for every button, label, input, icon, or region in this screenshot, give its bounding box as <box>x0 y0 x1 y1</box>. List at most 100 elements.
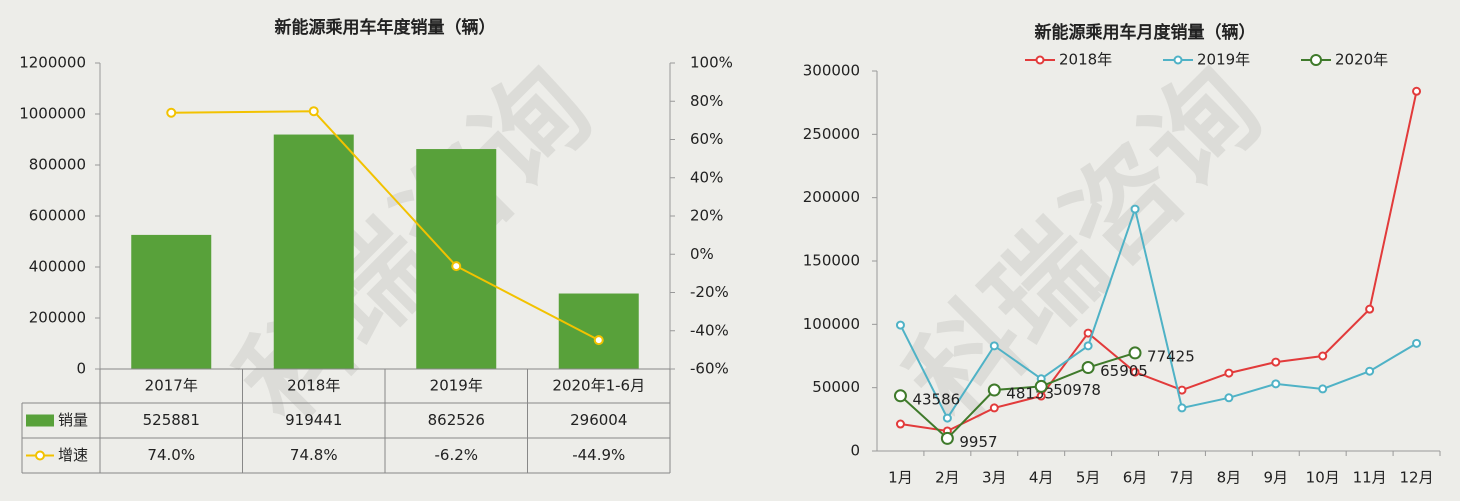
y-tick-label: 100000 <box>803 315 860 333</box>
chart-title: 新能源乘用车年度销量（辆） <box>275 17 496 38</box>
legend-swatch <box>26 414 54 427</box>
line-marker <box>989 341 999 351</box>
x-tick-label: 6月 <box>1123 469 1148 487</box>
line-marker <box>895 320 905 330</box>
y2-tick-label: 40% <box>690 168 723 186</box>
line-marker <box>1224 368 1234 378</box>
x-tick-label: 4月 <box>1029 469 1054 487</box>
x-tick-label: 9月 <box>1264 469 1289 487</box>
data-label: 65905 <box>1100 362 1148 380</box>
y-tick-label: 150000 <box>803 252 860 270</box>
y-tick-label: 600000 <box>29 207 86 225</box>
bar <box>558 293 639 369</box>
line-marker <box>308 106 319 117</box>
y-tick-label: 200000 <box>29 309 86 327</box>
line-marker <box>1271 379 1281 389</box>
line <box>899 351 1136 440</box>
data-label: 50978 <box>1053 381 1101 399</box>
table-value: 74.8% <box>290 446 338 464</box>
x-tick-label: 2020年1-6月 <box>552 377 645 395</box>
line-marker <box>895 419 905 429</box>
y2-tick-label: 80% <box>690 92 723 110</box>
y-tick-label: 300000 <box>803 62 860 80</box>
x-tick-label: 2017年 <box>145 377 198 395</box>
line-marker <box>987 383 1001 397</box>
line-marker <box>989 403 999 413</box>
line-marker <box>1130 367 1140 377</box>
line-marker <box>1128 346 1142 360</box>
line-marker <box>940 431 954 445</box>
legend-swatch <box>1310 54 1322 66</box>
line-marker <box>1412 338 1422 348</box>
x-tick-label: 2019年 <box>430 377 483 395</box>
y-tick-label: 50000 <box>812 378 860 396</box>
line-marker <box>893 389 907 403</box>
y-tick-label: 1000000 <box>19 105 86 123</box>
line-marker <box>1034 379 1048 393</box>
table-value: -6.2% <box>434 446 478 464</box>
y2-tick-label: 60% <box>690 130 723 148</box>
line-marker <box>1177 403 1187 413</box>
data-label: 9957 <box>959 433 997 451</box>
bar <box>273 134 354 369</box>
line-marker <box>1365 366 1375 376</box>
line-marker <box>1224 393 1234 403</box>
y-tick-label: 1200000 <box>19 54 86 72</box>
legend-swatch <box>35 450 45 461</box>
legend-label: 增速 <box>58 446 88 464</box>
line <box>900 91 1418 433</box>
line <box>899 205 1418 421</box>
y2-tick-label: 20% <box>690 207 723 225</box>
legend-swatch <box>1035 55 1045 65</box>
legend-label: 销量 <box>58 411 88 429</box>
y2-tick-label: 100% <box>690 54 733 72</box>
x-tick-label: 5月 <box>1076 469 1101 487</box>
line-marker <box>1177 385 1187 395</box>
table-value: 296004 <box>570 411 627 429</box>
line-marker <box>1318 351 1328 361</box>
y-tick-label: 800000 <box>29 156 86 174</box>
line-marker <box>1083 328 1093 338</box>
line-marker <box>1081 361 1095 375</box>
y2-tick-label: -40% <box>690 321 729 339</box>
bar <box>416 149 497 369</box>
line-marker <box>1365 304 1375 314</box>
y-tick-label: 0 <box>850 442 860 460</box>
line <box>171 110 600 342</box>
line-marker <box>593 335 604 346</box>
table-value: 525881 <box>143 411 200 429</box>
x-tick-label: 1月 <box>888 469 913 487</box>
legend-label: 2020年 <box>1335 51 1388 69</box>
line-marker <box>1083 341 1093 351</box>
x-tick-label: 2018年 <box>287 377 340 395</box>
chart-title: 新能源乘用车月度销量（辆） <box>1035 22 1256 43</box>
line-marker <box>1412 86 1422 96</box>
x-tick-label: 7月 <box>1170 469 1195 487</box>
legend-swatch <box>1173 55 1183 65</box>
table-value: 919441 <box>285 411 342 429</box>
x-tick-label: 10月 <box>1306 469 1340 487</box>
y2-tick-label: -20% <box>690 283 729 301</box>
line-marker <box>1318 384 1328 394</box>
y-tick-label: 200000 <box>803 188 860 206</box>
x-tick-label: 8月 <box>1217 469 1242 487</box>
data-label: 77425 <box>1147 347 1195 365</box>
x-tick-label: 11月 <box>1353 469 1387 487</box>
table-value: 862526 <box>428 411 485 429</box>
data-label: 43586 <box>912 390 960 408</box>
legend-label: 2018年 <box>1059 51 1112 69</box>
y2-tick-label: -60% <box>690 360 729 378</box>
line-marker <box>942 413 952 423</box>
table-value: 74.0% <box>147 446 195 464</box>
line-marker <box>1130 204 1140 214</box>
line-marker <box>166 107 177 118</box>
x-tick-label: 2月 <box>935 469 960 487</box>
y-tick-label: 250000 <box>803 125 860 143</box>
x-tick-label: 3月 <box>982 469 1007 487</box>
line-marker <box>1271 357 1281 367</box>
y2-tick-label: 0% <box>690 245 714 263</box>
y-tick-label: 400000 <box>29 258 86 276</box>
x-tick-label: 12月 <box>1399 469 1433 487</box>
